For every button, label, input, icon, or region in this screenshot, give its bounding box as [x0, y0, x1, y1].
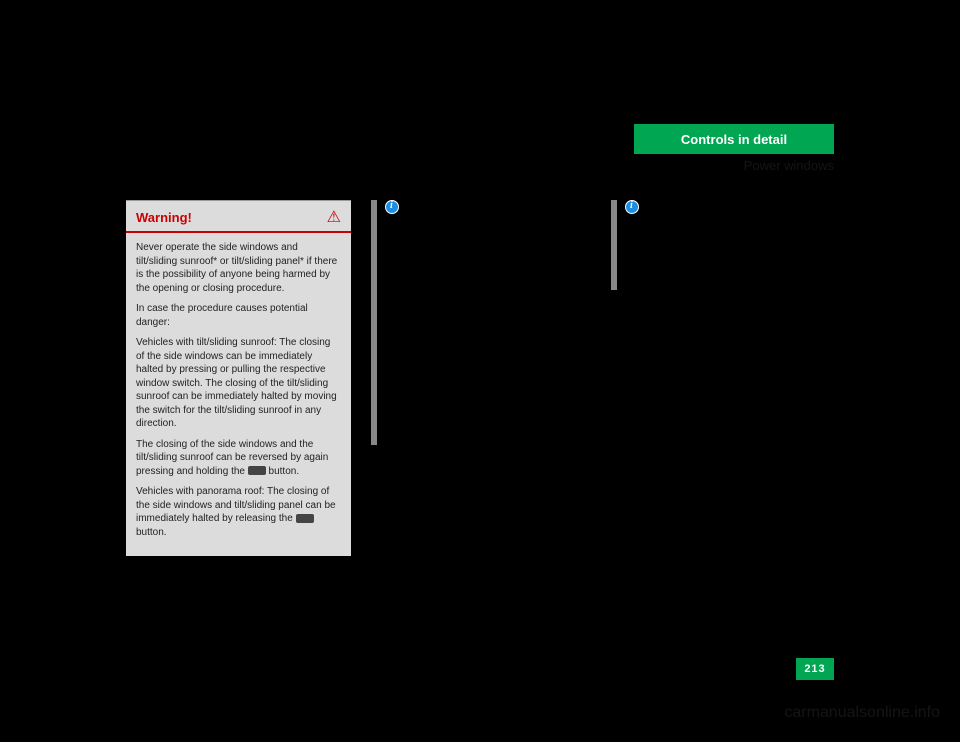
key-button-icon-2: [296, 514, 314, 523]
warning-para-5: Vehicles with panorama roof: The closing…: [136, 485, 341, 539]
watermark: carmanualsonline.info: [784, 704, 940, 722]
info-icon: [385, 200, 399, 214]
note-bar-col2: [371, 200, 377, 445]
warning-title: Warning!: [136, 210, 192, 225]
section-subtitle: Power windows: [634, 158, 834, 173]
content-columns: Warning! ⚠ Never operate the side window…: [126, 200, 831, 556]
warning-box: Warning! ⚠ Never operate the side window…: [126, 200, 351, 556]
warning-para-4-suffix: button.: [269, 466, 300, 477]
page-number-box: 213: [796, 658, 834, 680]
page-number: 213: [804, 663, 825, 675]
page-container: Controls in detail Power windows Warning…: [126, 100, 834, 680]
warning-para-3: Vehicles with tilt/sliding sunroof: The …: [136, 336, 341, 431]
column-2: [371, 200, 591, 556]
warning-para-5-suffix: button.: [136, 527, 167, 538]
info-icon-2: [625, 200, 639, 214]
note-bar-col3: [611, 200, 617, 290]
warning-para-4: The closing of the side windows and the …: [136, 438, 341, 479]
warning-triangle-icon: ⚠: [327, 207, 341, 227]
section-header: Controls in detail: [634, 124, 834, 154]
warning-para-2: In case the procedure causes potential d…: [136, 302, 341, 329]
key-button-icon: [248, 466, 266, 475]
section-title: Controls in detail: [681, 132, 787, 147]
warning-para-4-text: The closing of the side windows and the …: [136, 439, 328, 477]
warning-header: Warning! ⚠: [126, 201, 351, 233]
column-3: [611, 200, 831, 556]
warning-para-1: Never operate the side windows and tilt/…: [136, 241, 341, 295]
warning-body: Never operate the side windows and tilt/…: [126, 233, 351, 556]
